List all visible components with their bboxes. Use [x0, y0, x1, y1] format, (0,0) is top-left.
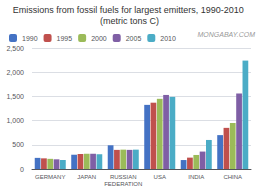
svg-text:1995: 1995: [57, 35, 73, 42]
svg-text:GERMANY: GERMANY: [35, 174, 65, 180]
svg-text:2,500: 2,500: [6, 45, 24, 52]
svg-text:FEDERATION: FEDERATION: [104, 181, 142, 187]
svg-text:JAPAN: JAPAN: [77, 174, 96, 180]
svg-text:MONGABAY.COM: MONGABAY.COM: [197, 31, 255, 38]
svg-text:1,500: 1,500: [6, 93, 24, 100]
svg-text:CHINA: CHINA: [223, 174, 242, 180]
svg-text:500: 500: [12, 141, 24, 148]
svg-text:0: 0: [20, 166, 24, 173]
svg-text:Emissions from fossil fuels fo: Emissions from fossil fuels for largest …: [13, 5, 247, 15]
svg-text:1,000: 1,000: [6, 117, 24, 124]
svg-text:USA: USA: [154, 174, 166, 180]
svg-text:RUSSIAN: RUSSIAN: [110, 174, 137, 180]
svg-text:INDIA: INDIA: [188, 174, 204, 180]
svg-text:2,000: 2,000: [6, 69, 24, 76]
svg-text:2005: 2005: [126, 35, 142, 42]
svg-text:1990: 1990: [22, 35, 38, 42]
svg-text:2010: 2010: [160, 35, 176, 42]
svg-text:(metric tons C): (metric tons C): [100, 16, 159, 26]
svg-text:2000: 2000: [91, 35, 107, 42]
